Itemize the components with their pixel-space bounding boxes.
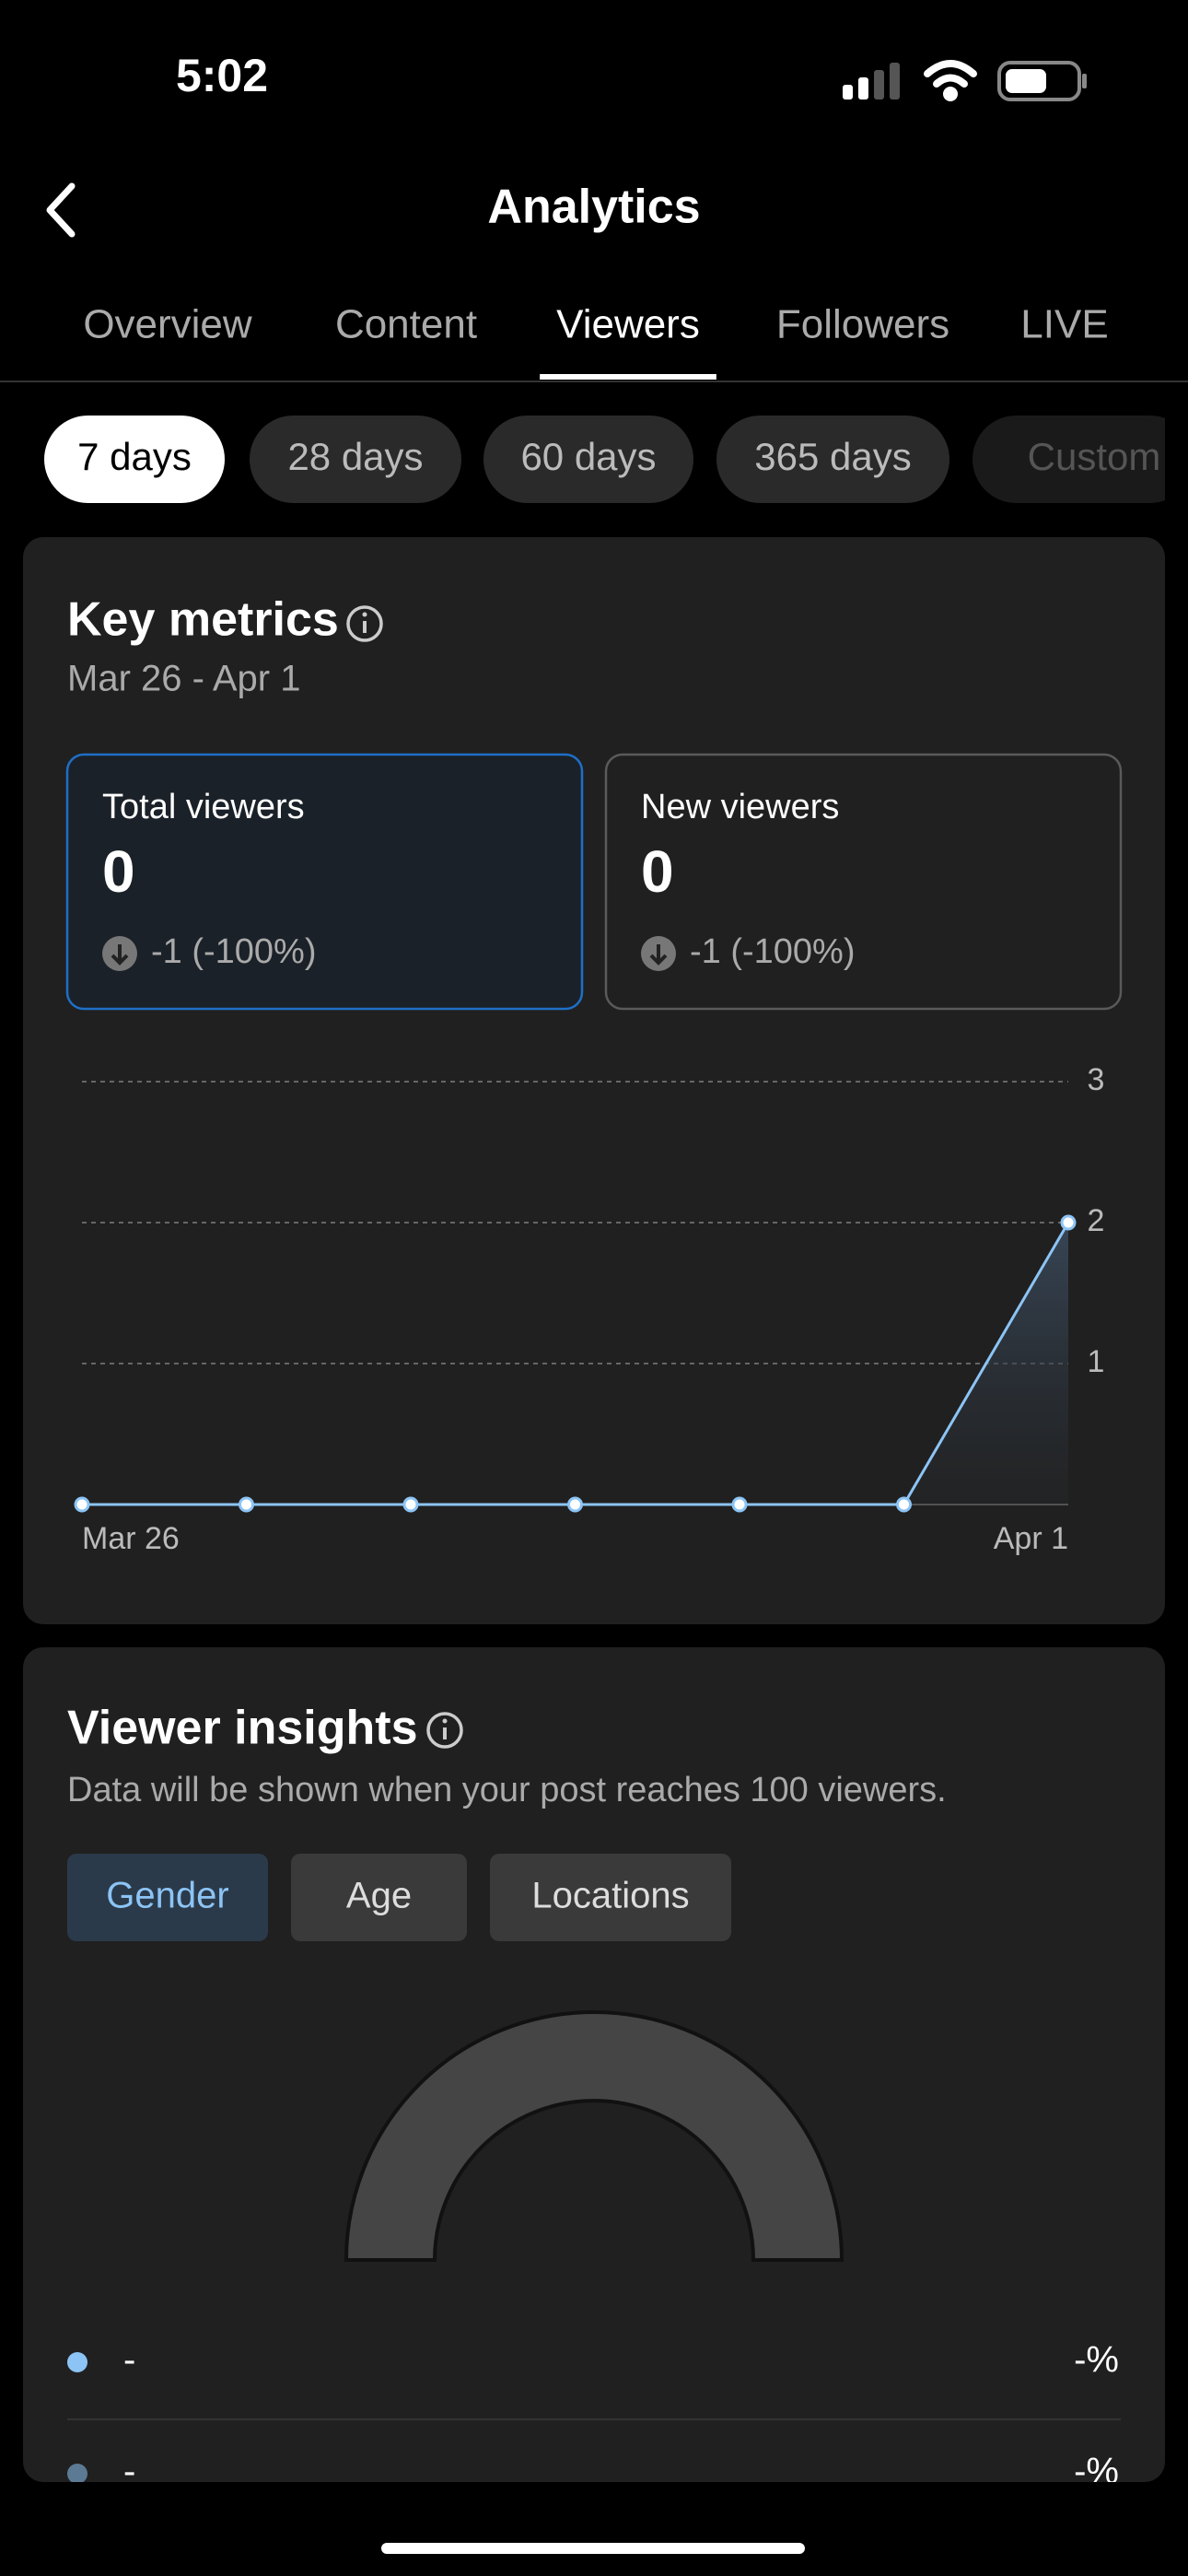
legend-value: -% [1074,2340,1119,2381]
point [402,1496,419,1513]
metric-label: New viewers [641,788,839,826]
filter-chip[interactable]: Age [291,1854,467,1941]
metric-value: 0 [641,838,674,905]
pill-background [44,416,225,503]
x-tick-label: Apr 1 [994,1521,1068,1556]
info-icon[interactable] [426,1712,463,1749]
tab[interactable]: Content [335,302,477,347]
legend-value: -% [1074,2452,1119,2492]
metric-card[interactable]: New viewers 0 -1 (-100%) [604,753,1123,1011]
back-button[interactable] [46,182,76,238]
range-pill[interactable]: 7 days [44,416,225,503]
down-arrow [111,944,129,966]
signal-icon [843,63,900,100]
tab[interactable]: LIVE [1020,302,1108,347]
y-tick-label: 2 [1088,1203,1105,1238]
point [239,1496,254,1513]
card-background [65,753,584,1011]
point [567,1496,583,1513]
pill-label: 28 days [287,435,423,478]
x-tick-label: Mar 26 [82,1521,180,1556]
card-background [604,753,1123,1011]
chip-background [490,1854,731,1941]
range-pill[interactable]: Custom [973,416,1188,503]
legend-label: - [123,2340,135,2381]
down-arrow [649,944,668,966]
battery-icon [997,61,1087,101]
chip-label: Age [346,1876,412,1916]
pill-label: 365 days [754,435,911,478]
pill-background [716,416,949,503]
filter-chip[interactable]: Gender [67,1854,268,1941]
metric-change: -1 (-100%) [151,932,317,971]
tab[interactable]: Overview [83,302,252,347]
legend-label: - [123,2452,135,2492]
tab-underline [540,374,716,380]
metric-card[interactable]: Total viewers 0 -1 (-100%) [65,753,584,1011]
point [1060,1214,1077,1231]
section-title: Key metrics [67,593,339,647]
date-range: Mar 26 - Apr 1 [67,659,300,699]
y-tick-label: 3 [1088,1062,1105,1097]
chip-background [291,1854,467,1941]
metric-label: Total viewers [102,788,305,826]
legend-dot [67,2352,87,2372]
point [731,1496,748,1513]
y-tick-label: 1 [1088,1344,1105,1379]
pill-background [973,416,1188,503]
gender-donut-placeholder [344,2010,844,2262]
page-title: Analytics [487,181,700,234]
info-icon[interactable] [346,605,383,642]
point [896,1496,912,1513]
filter-chip[interactable]: Locations [490,1854,731,1941]
pill-label: 60 days [520,435,656,478]
range-pill[interactable]: 365 days [716,416,949,503]
scroll-fade [1165,405,1188,516]
home-indicator [381,2543,805,2554]
section-title: Viewer insights [67,1702,418,1755]
legend-dot [67,2464,87,2482]
pill-background [483,416,693,503]
insights-note: Data will be shown when your post reache… [67,1771,947,1809]
metric-value: 0 [102,838,135,905]
status-time: 5:02 [176,50,268,101]
pill-label: Custom [1028,435,1161,478]
metric-change: -1 (-100%) [690,932,856,971]
chip-label: Gender [106,1876,228,1916]
range-pill[interactable]: 60 days [483,416,693,503]
pill-label: 7 days [77,435,192,478]
chip-background [67,1854,268,1941]
wifi-icon [924,60,977,101]
viewer-insights-card: Viewer insights Data will be shown when … [23,1647,1165,2492]
range-pill[interactable]: 28 days [250,416,461,503]
area [82,1223,1068,1505]
tab[interactable]: Viewers [556,302,700,347]
point [74,1496,90,1513]
chip-label: Locations [531,1876,689,1916]
pill-background [250,416,461,503]
tab[interactable]: Followers [776,302,949,347]
